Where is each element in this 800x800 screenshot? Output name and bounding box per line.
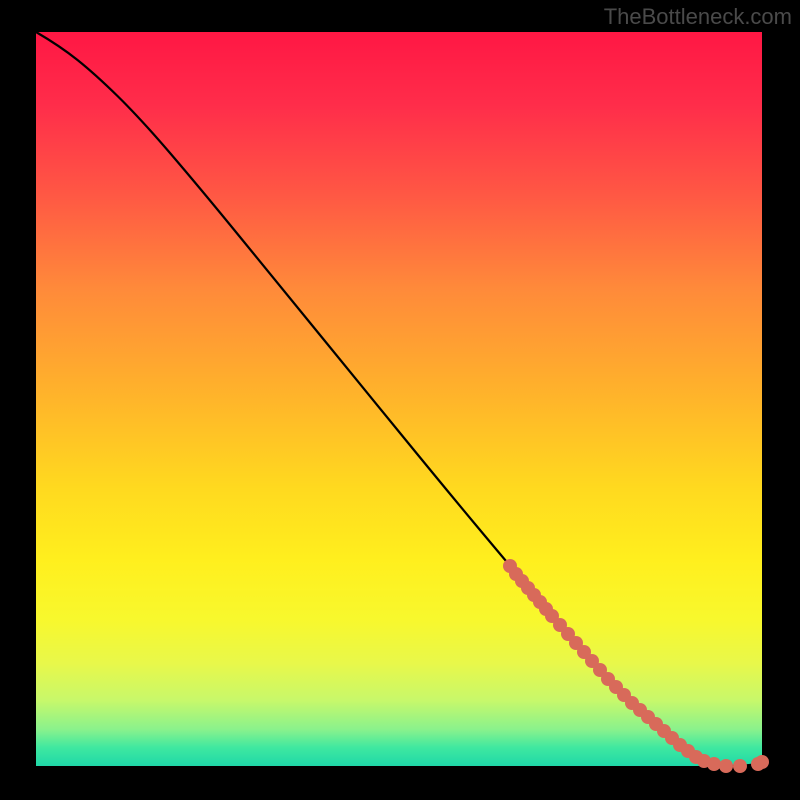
chart-container: TheBottleneck.com [0, 0, 800, 800]
watermark-label: TheBottleneck.com [604, 4, 792, 30]
marker-point [719, 759, 733, 773]
plot-background [36, 32, 762, 766]
marker-point [707, 757, 721, 771]
marker-point [733, 759, 747, 773]
marker-point [755, 755, 769, 769]
curve-chart [0, 0, 800, 800]
